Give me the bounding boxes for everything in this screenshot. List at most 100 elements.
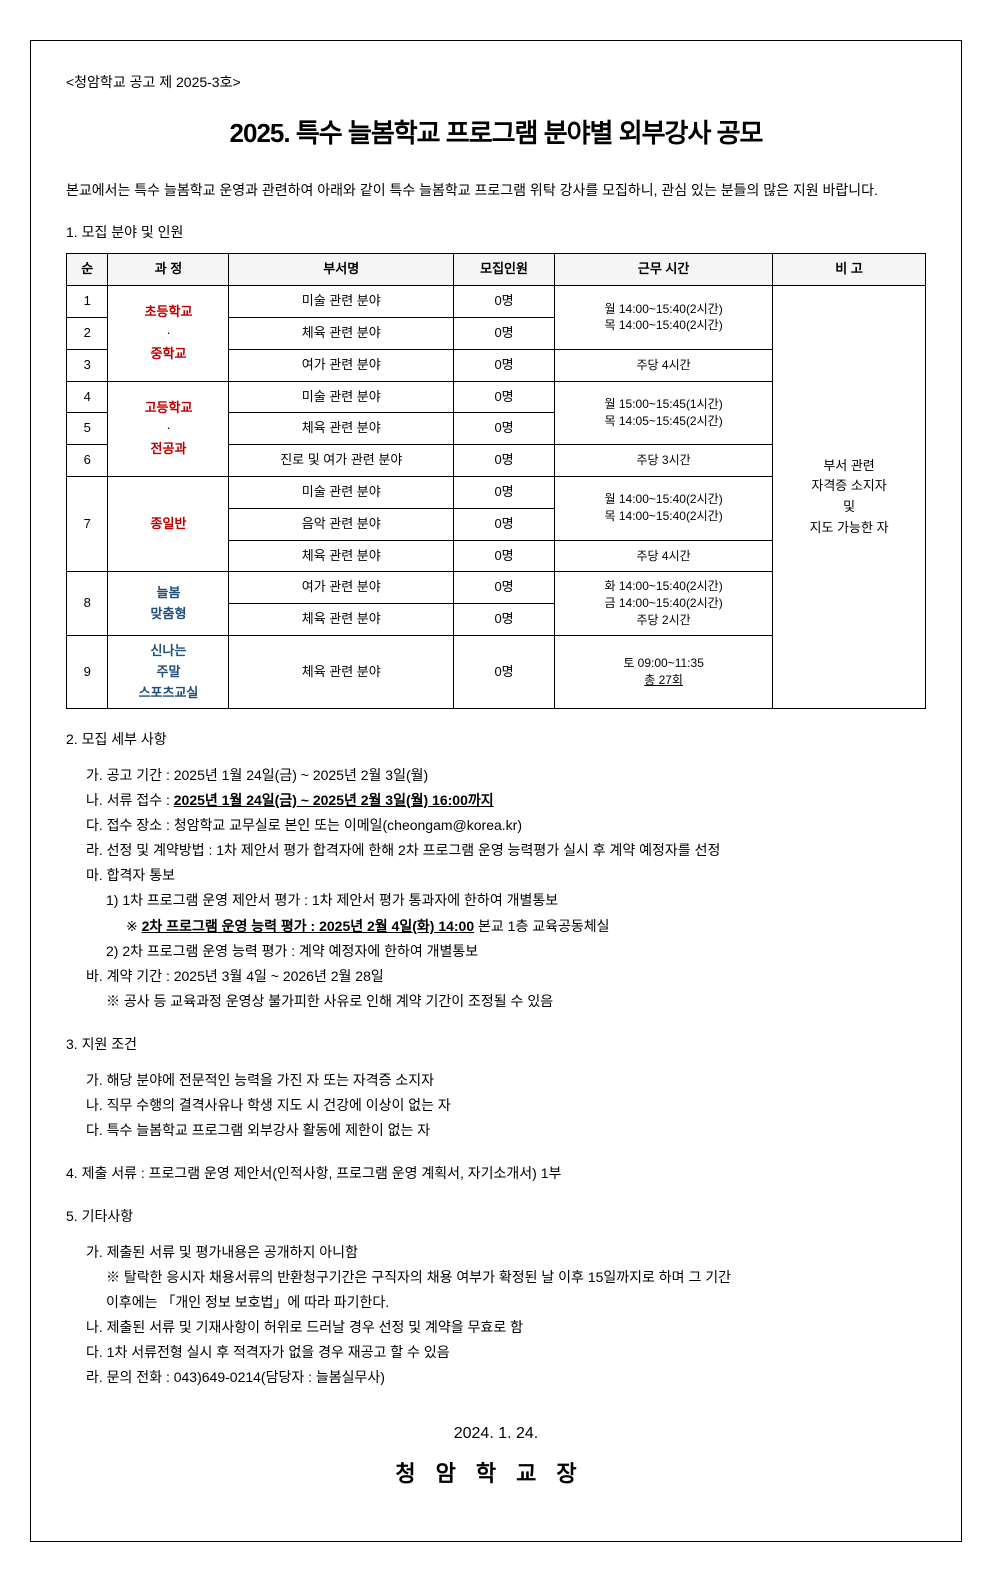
cell-seq: 5	[67, 413, 108, 445]
cell-dept: 진로 및 여가 관련 분야	[229, 445, 454, 477]
cell-dept: 음악 관련 분야	[229, 508, 454, 540]
note-line: 자격증 소지자	[811, 478, 886, 493]
cell-seq: 7	[67, 476, 108, 571]
section1-header: 1. 모집 분야 및 인원	[66, 221, 926, 243]
wt-line: 화 14:00~15:40(2시간)	[605, 579, 723, 593]
detail-item: 라. 선정 및 계약방법 : 1차 제안서 평가 합격자에 한해 2차 프로그램…	[66, 838, 926, 863]
cell-count: 0명	[453, 413, 554, 445]
detail-prefix: 나. 서류 접수 :	[86, 792, 174, 808]
detail-item: 마. 합격자 통보	[66, 863, 926, 888]
detail-subitem: 1) 1차 프로그램 운영 제안서 평가 : 1차 제안서 평가 통과자에 한하…	[66, 888, 926, 913]
cell-seq: 4	[67, 381, 108, 413]
course-line: 종일반	[151, 516, 187, 531]
course-line: 맞춤형	[151, 606, 187, 621]
course-line: 주말	[157, 664, 181, 679]
course-line: 중학교	[151, 346, 187, 361]
course-line: 스포츠교실	[139, 685, 199, 700]
star-prefix: ※	[126, 918, 142, 934]
course-line: 초등학교	[145, 304, 193, 319]
notice-number: <청암학교 공고 제 2025-3호>	[66, 71, 926, 93]
cell-worktime: 월 14:00~15:40(2시간) 목 14:00~15:40(2시간)	[555, 286, 773, 350]
cell-dept: 체육 관련 분야	[229, 604, 454, 636]
wt-line: 금 14:00~15:40(2시간)	[605, 596, 723, 610]
section3-header: 3. 지원 조건	[66, 1032, 926, 1057]
cell-course-allday: 종일반	[108, 476, 229, 571]
detail-subitem: ※ 공사 등 교육과정 운영상 불가피한 사유로 인해 계약 기간이 조정될 수…	[66, 989, 926, 1014]
cell-dept: 미술 관련 분야	[229, 476, 454, 508]
cell-count: 0명	[453, 604, 554, 636]
cell-dept: 미술 관련 분야	[229, 286, 454, 318]
cell-course-nulbom: 늘봄 맞춤형	[108, 572, 229, 636]
cell-dept: 체육 관련 분야	[229, 635, 454, 708]
cell-note: 부서 관련 자격증 소지자 및 지도 가능한 자	[773, 286, 926, 709]
cell-dept: 여가 관련 분야	[229, 572, 454, 604]
wt-line: 주당 2시간	[637, 613, 691, 627]
cell-seq: 1	[67, 286, 108, 318]
course-dot: ·	[166, 420, 170, 435]
detail-item: 가. 해당 분야에 전문적인 능력을 가진 자 또는 자격증 소지자	[66, 1068, 926, 1093]
th-count: 모집인원	[453, 254, 554, 286]
th-seq: 순	[67, 254, 108, 286]
detail-item: 가. 공고 기간 : 2025년 1월 24일(금) ~ 2025년 2월 3일…	[66, 763, 926, 788]
cell-dept: 체육 관련 분야	[229, 540, 454, 572]
cell-seq: 9	[67, 635, 108, 708]
th-dept: 부서명	[229, 254, 454, 286]
intro-paragraph: 본교에서는 특수 늘봄학교 운영과 관련하여 아래와 같이 특수 늘봄학교 프로…	[66, 180, 926, 201]
details-section: 2. 모집 세부 사항 가. 공고 기간 : 2025년 1월 24일(금) ~…	[66, 727, 926, 1390]
cell-count: 0명	[453, 445, 554, 477]
cell-count: 0명	[453, 317, 554, 349]
section2-header: 2. 모집 세부 사항	[66, 727, 926, 752]
detail-subsubitem: ※ 2차 프로그램 운영 능력 평가 : 2025년 2월 4일(화) 14:0…	[66, 914, 926, 939]
th-note: 비 고	[773, 254, 926, 286]
detail-item: 라. 문의 전화 : 043)649-0214(담당자 : 늘봄실무사)	[66, 1365, 926, 1390]
cell-worktime: 주당 3시간	[555, 445, 773, 477]
wt-line: 목 14:00~15:40(2시간)	[605, 509, 723, 523]
cell-course-high: 고등학교 · 전공과	[108, 381, 229, 476]
section5-header: 5. 기타사항	[66, 1204, 926, 1229]
cell-worktime: 화 14:00~15:40(2시간) 금 14:00~15:40(2시간) 주당…	[555, 572, 773, 636]
cell-count: 0명	[453, 476, 554, 508]
cell-worktime: 토 09:00~11:35 총 27회	[555, 635, 773, 708]
detail-item: 다. 접수 장소 : 청암학교 교무실로 본인 또는 이메일(cheongam@…	[66, 813, 926, 838]
cell-count: 0명	[453, 508, 554, 540]
recruitment-table: 순 과 정 부서명 모집인원 근무 시간 비 고 1 초등학교 · 중학교 미술…	[66, 253, 926, 709]
note-line: 지도 가능한 자	[810, 520, 889, 535]
detail-item: 다. 특수 늘봄학교 프로그램 외부강사 활동에 제한이 없는 자	[66, 1118, 926, 1143]
cell-course-weekend: 신나는 주말 스포츠교실	[108, 635, 229, 708]
cell-worktime: 주당 4시간	[555, 349, 773, 381]
course-line: 신나는	[151, 643, 187, 658]
detail-item: 가. 제출된 서류 및 평가내용은 공개하지 아니함	[66, 1240, 926, 1265]
cell-count: 0명	[453, 286, 554, 318]
cell-dept: 체육 관련 분야	[229, 317, 454, 349]
cell-count: 0명	[453, 540, 554, 572]
cell-seq: 8	[67, 572, 108, 636]
document-title: 2025. 특수 늘봄학교 프로그램 분야별 외부강사 공모	[66, 113, 926, 155]
wt-line: 월 15:00~15:45(1시간)	[605, 397, 723, 411]
cell-dept: 체육 관련 분야	[229, 413, 454, 445]
cell-count: 0명	[453, 349, 554, 381]
footer-signature: 청암학교장	[66, 1456, 926, 1491]
cell-worktime: 월 15:00~15:45(1시간) 목 14:05~15:45(2시간)	[555, 381, 773, 445]
th-worktime: 근무 시간	[555, 254, 773, 286]
detail-item: 나. 직무 수행의 결격사유나 학생 지도 시 건강에 이상이 없는 자	[66, 1093, 926, 1118]
detail-item: 바. 계약 기간 : 2025년 3월 4일 ~ 2026년 2월 28일	[66, 964, 926, 989]
course-dot: ·	[166, 325, 170, 340]
wt-line: 총 27회	[644, 673, 683, 687]
cell-dept: 미술 관련 분야	[229, 381, 454, 413]
cell-course-elem-mid: 초등학교 · 중학교	[108, 286, 229, 381]
cell-count: 0명	[453, 635, 554, 708]
wt-line: 월 14:00~15:40(2시간)	[605, 492, 723, 506]
document-page: <청암학교 공고 제 2025-3호> 2025. 특수 늘봄학교 프로그램 분…	[30, 40, 962, 1542]
star-suffix: 본교 1층 교육공동체실	[474, 918, 609, 934]
wt-line: 월 14:00~15:40(2시간)	[605, 302, 723, 316]
detail-item: 나. 서류 접수 : 2025년 1월 24일(금) ~ 2025년 2월 3일…	[66, 788, 926, 813]
cell-worktime: 주당 4시간	[555, 540, 773, 572]
detail-subitem: 이후에는 「개인 정보 보호법」에 따라 파기한다.	[66, 1290, 926, 1315]
detail-underline: 2025년 1월 24일(금) ~ 2025년 2월 3일(월) 16:00까지	[174, 792, 494, 808]
cell-seq: 6	[67, 445, 108, 477]
wt-line: 목 14:00~15:40(2시간)	[605, 318, 723, 332]
detail-subitem: 2) 2차 프로그램 운영 능력 평가 : 계약 예정자에 한하여 개별통보	[66, 939, 926, 964]
star-underline: 2차 프로그램 운영 능력 평가 : 2025년 2월 4일(화) 14:00	[142, 918, 475, 934]
cell-seq: 2	[67, 317, 108, 349]
th-course: 과 정	[108, 254, 229, 286]
